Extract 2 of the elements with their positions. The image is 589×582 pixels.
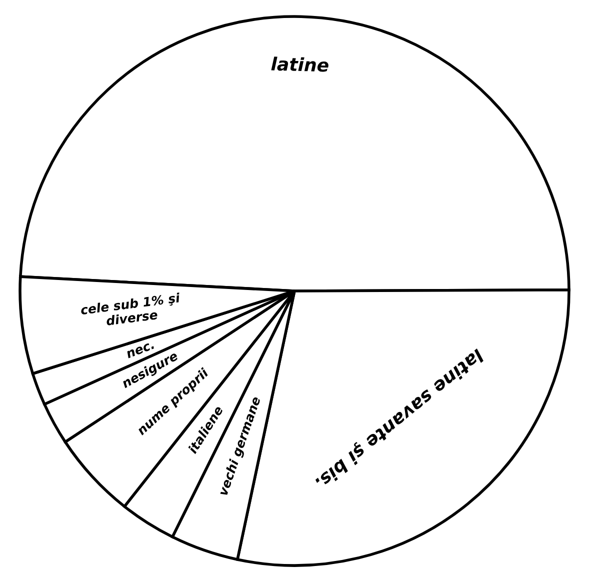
slice-label: cele sub 1% şi diverse <box>80 292 181 326</box>
slice-label: latine <box>271 56 329 72</box>
